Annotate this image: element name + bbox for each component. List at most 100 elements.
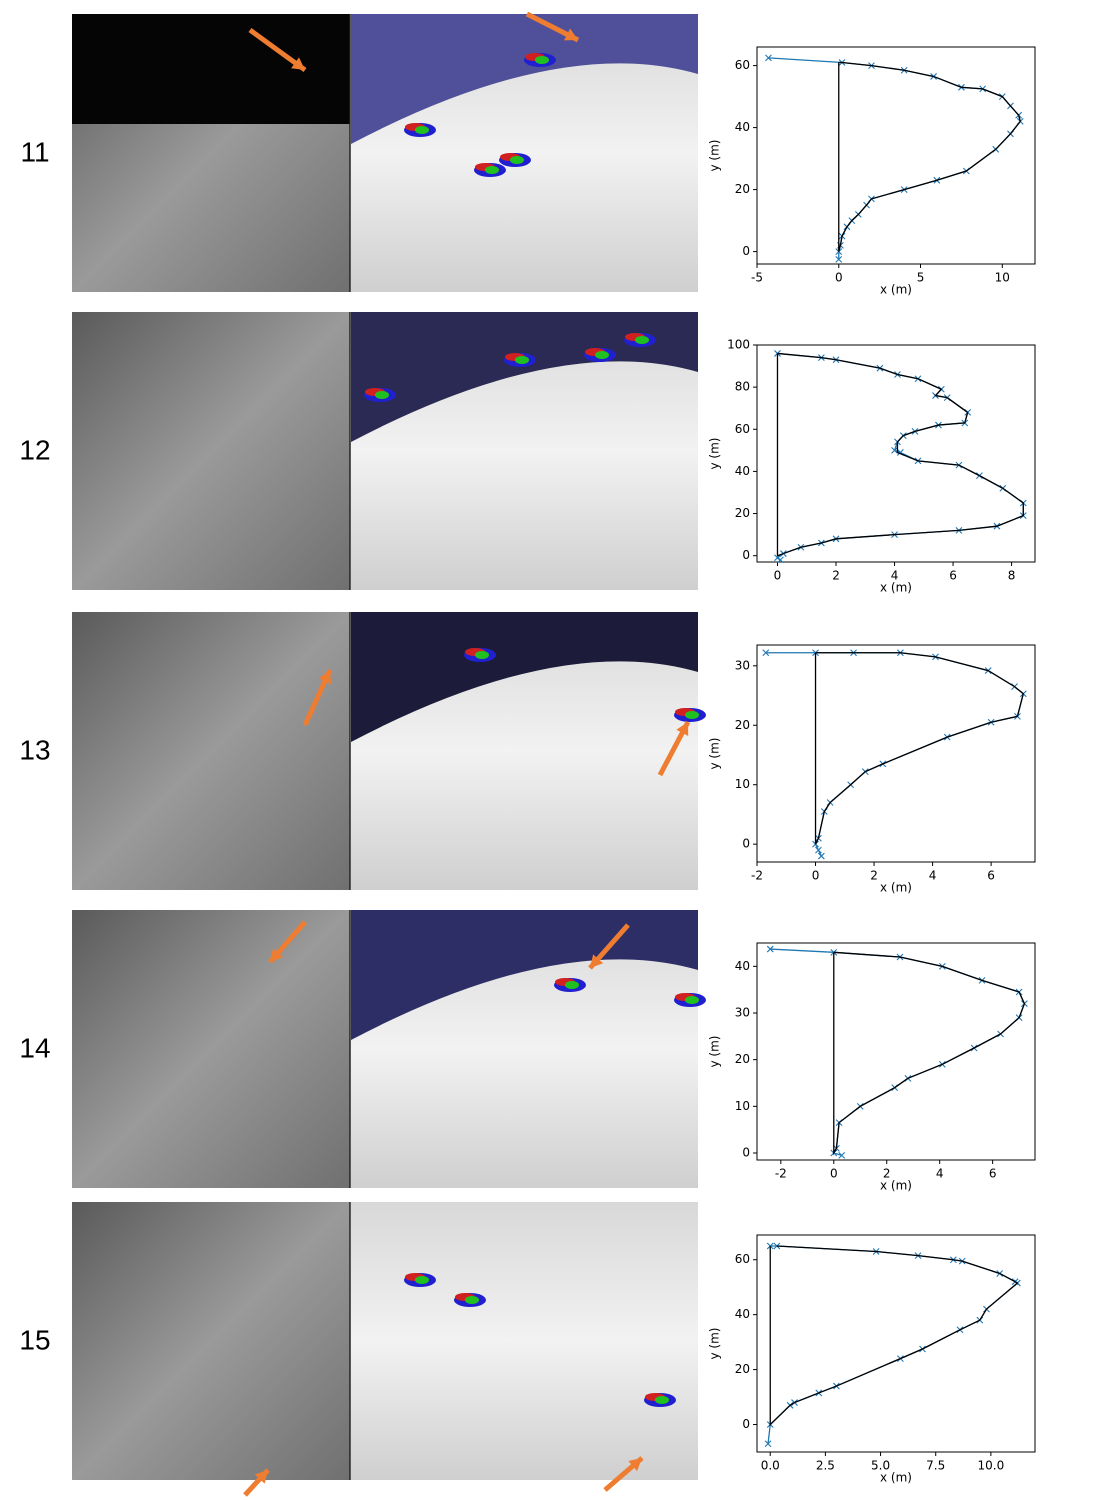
row-label: 14 [19, 1032, 50, 1063]
marker [766, 945, 774, 953]
y-tick-label: 20 [735, 1362, 750, 1376]
series-line [814, 652, 1025, 845]
marker [817, 852, 825, 860]
series-line [838, 61, 1021, 252]
marker [815, 846, 822, 854]
photo [72, 612, 350, 890]
x-axis-label: x (m) [880, 1471, 912, 1485]
x-tick-label: 0 [774, 569, 782, 583]
series-line [769, 1245, 1019, 1427]
x-tick-label: 2 [832, 569, 840, 583]
y-axis-label: y (m) [708, 1328, 722, 1360]
x-tick-label: -2 [751, 869, 763, 883]
blot [635, 336, 649, 344]
blot [415, 1276, 429, 1284]
marker [764, 1440, 772, 1448]
photo [72, 312, 350, 590]
x-axis-label: x (m) [880, 283, 912, 297]
x-tick-label: -5 [751, 271, 763, 285]
series-line [833, 951, 1026, 1156]
arrow-head [270, 948, 284, 962]
x-tick-label: 0 [812, 869, 820, 883]
blot [565, 981, 579, 989]
x-tick-label: 4 [936, 1167, 944, 1181]
x-tick-label: 0.0 [761, 1459, 780, 1473]
x-tick-label: 4 [891, 569, 899, 583]
plot-frame [756, 942, 1036, 1161]
photo [72, 1202, 350, 1480]
y-tick-label: 40 [735, 1307, 750, 1321]
y-tick-label: 20 [735, 182, 750, 196]
y-tick-label: 0 [742, 244, 750, 258]
y-tick-label: 60 [735, 422, 750, 436]
marker [765, 54, 772, 62]
photo-sky [72, 14, 350, 124]
blot [375, 391, 389, 399]
x-tick-label: 2 [870, 869, 878, 883]
arrow-head [254, 1470, 268, 1484]
marker [774, 554, 781, 562]
plot-frame [756, 1234, 1036, 1453]
y-axis-label: y (m) [708, 1036, 722, 1068]
marker [777, 556, 784, 564]
x-tick-label: 10 [995, 271, 1010, 285]
x-axis-label: x (m) [880, 581, 912, 595]
marker [891, 446, 898, 454]
marker [773, 1242, 781, 1250]
y-tick-label: 80 [735, 380, 750, 394]
y-tick-label: 30 [735, 1006, 750, 1020]
x-tick-label: 6 [987, 869, 995, 883]
blot [485, 166, 499, 174]
arrow-head [628, 1458, 642, 1472]
y-tick-label: 60 [735, 1252, 750, 1266]
series-line [765, 652, 1025, 857]
y-tick-label: 60 [735, 58, 750, 72]
x-axis-label: x (m) [880, 881, 912, 895]
y-tick-label: 0 [742, 1146, 750, 1160]
arrow-head [676, 722, 689, 736]
y-tick-label: 0 [742, 548, 750, 562]
y-tick-label: 40 [735, 959, 750, 973]
y-tick-label: 0 [742, 1417, 750, 1431]
row-label: 15 [19, 1324, 50, 1355]
y-tick-label: 10 [735, 777, 750, 791]
x-axis-label: x (m) [880, 1179, 912, 1193]
render-sky [351, 14, 698, 144]
x-tick-label: 0 [830, 1167, 838, 1181]
series-line [776, 352, 1024, 557]
y-tick-label: 40 [735, 464, 750, 478]
y-axis-label: y (m) [708, 140, 722, 172]
marker [838, 1151, 846, 1159]
y-tick-label: 0 [742, 837, 750, 851]
plot-frame [756, 344, 1036, 563]
render-sky [351, 612, 698, 742]
x-tick-label: 2.5 [816, 1459, 835, 1473]
x-tick-label: 6 [989, 1167, 997, 1181]
series-line [767, 1245, 1019, 1444]
y-tick-label: 10 [735, 1099, 750, 1113]
y-axis-label: y (m) [708, 738, 722, 770]
x-tick-label: 10.0 [978, 1459, 1005, 1473]
x-tick-label: 6 [949, 569, 957, 583]
row-label: 13 [19, 734, 50, 765]
blot [535, 56, 549, 64]
blot [685, 996, 699, 1004]
marker [835, 255, 843, 263]
arrow-head [291, 57, 305, 70]
marker [812, 649, 819, 657]
x-tick-label: 5 [917, 271, 925, 285]
y-tick-label: 20 [735, 506, 750, 520]
blot [415, 126, 429, 134]
render [351, 1202, 698, 1480]
x-tick-label: 5.0 [871, 1459, 890, 1473]
y-tick-label: 30 [735, 658, 750, 672]
render-sky [351, 312, 698, 442]
photo [72, 910, 350, 1188]
y-axis-label: y (m) [708, 438, 722, 470]
y-tick-label: 40 [735, 120, 750, 134]
row-label: 12 [19, 434, 50, 465]
marker [762, 649, 770, 657]
plot-frame [756, 46, 1036, 265]
row-label: 11 [20, 136, 49, 167]
blot [510, 156, 524, 164]
